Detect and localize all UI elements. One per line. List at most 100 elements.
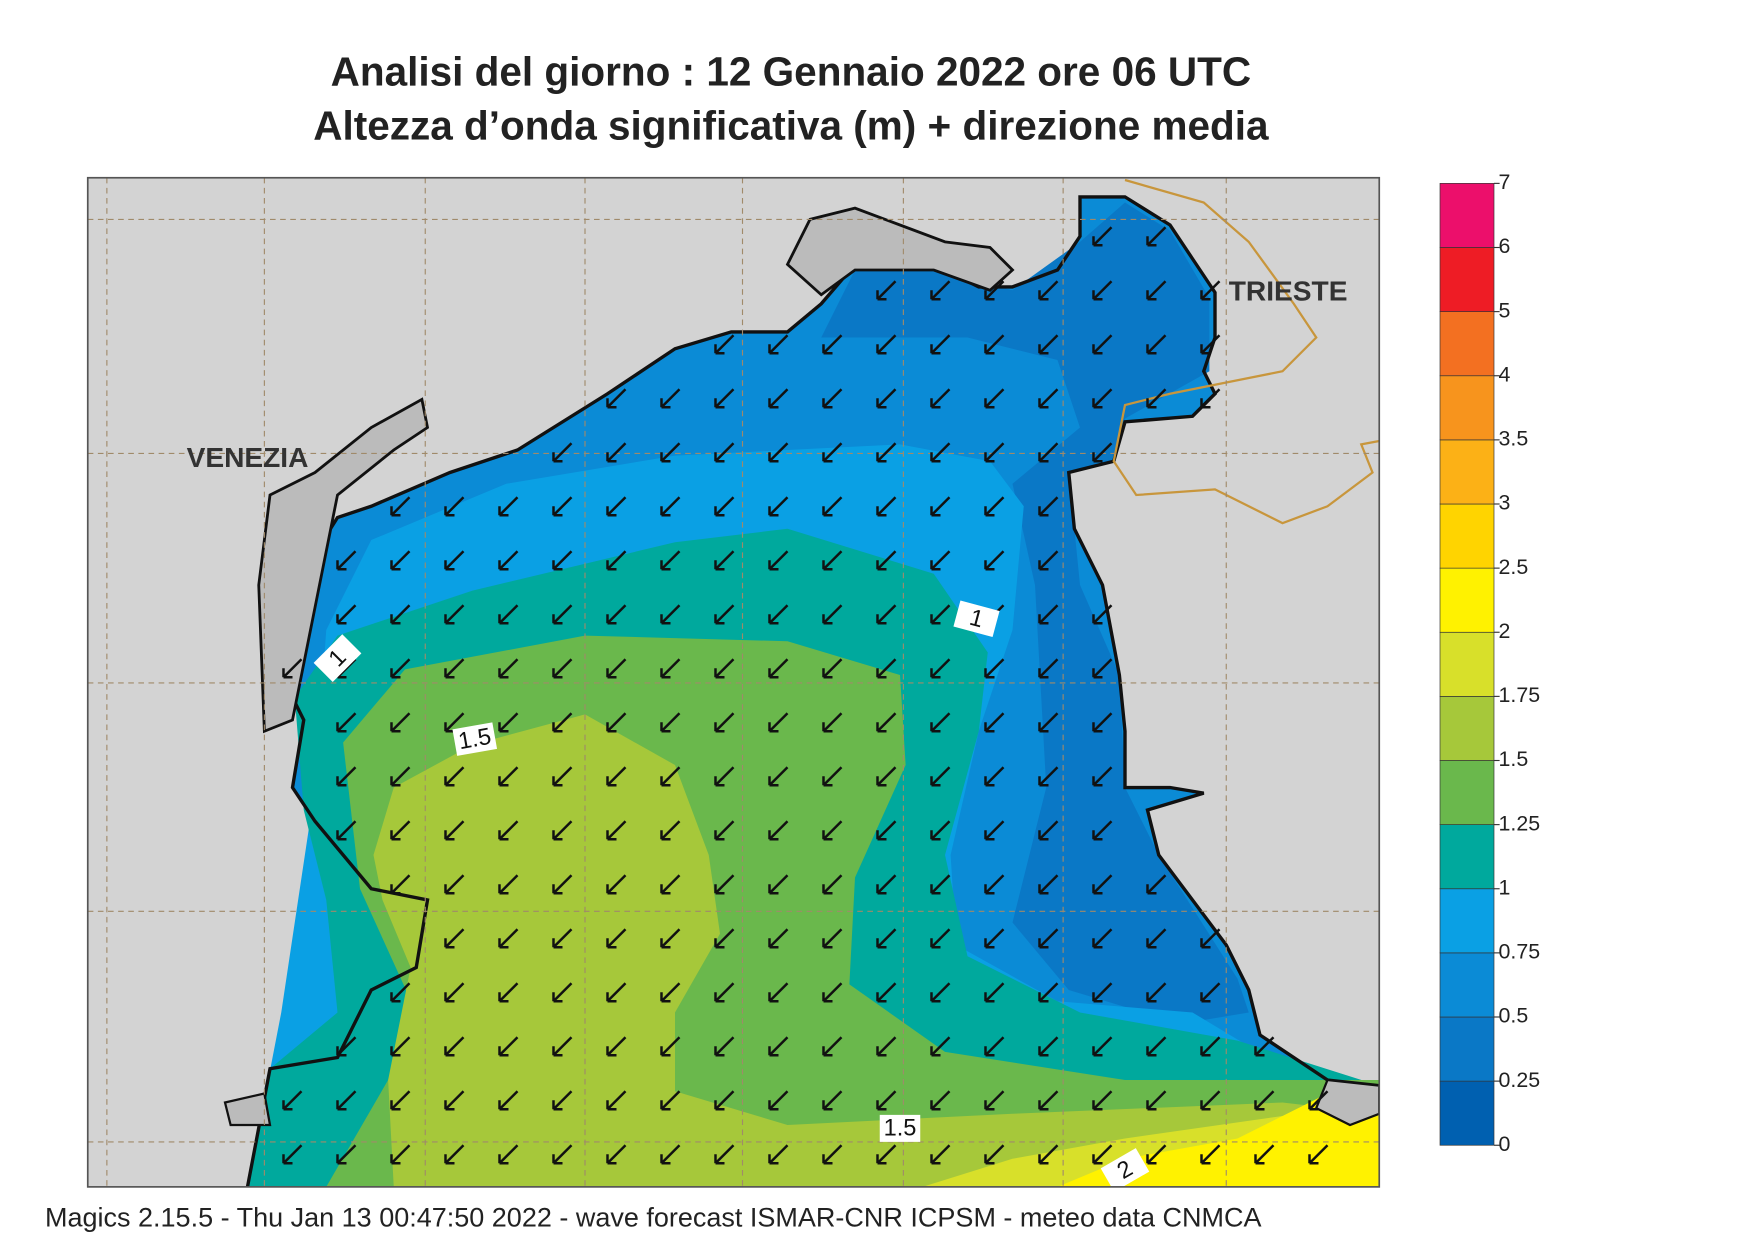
wave-arrow <box>606 388 627 409</box>
colorbar-label: 0.5 <box>1499 1004 1529 1028</box>
wave-arrow <box>1200 928 1221 949</box>
colorbar-swatch <box>1439 503 1495 569</box>
wave-arrow <box>444 1036 465 1057</box>
wave-arrow <box>876 766 897 787</box>
wave-arrow <box>1146 1090 1167 1111</box>
wave-arrow <box>1092 1036 1113 1057</box>
wave-arrow <box>822 982 843 1003</box>
wave-arrow <box>282 658 303 679</box>
wave-arrow <box>606 496 627 517</box>
wave-arrow <box>876 712 897 733</box>
wave-arrow <box>660 1144 681 1165</box>
colorbar-swatch <box>1439 183 1495 248</box>
contour-label: 1.5 <box>879 1114 921 1142</box>
wave-arrow <box>1092 1090 1113 1111</box>
colorbar-label: 1.5 <box>1499 747 1529 771</box>
wave-arrow <box>552 604 573 625</box>
wave-arrow <box>498 496 519 517</box>
wave-zones <box>247 202 1380 1187</box>
wave-arrow <box>984 388 1005 409</box>
wave-arrow <box>1038 334 1059 355</box>
wave-arrow <box>444 1090 465 1111</box>
colorbar-label: 2.5 <box>1499 555 1529 579</box>
wave-arrow <box>660 658 681 679</box>
map-area: 1 1 1.5 1.5 2 <box>87 177 1380 1187</box>
colorbar-swatch <box>1439 1016 1495 1082</box>
wave-arrow <box>498 928 519 949</box>
wave-arrow <box>444 820 465 841</box>
wave-arrow <box>714 496 735 517</box>
wave-arrow <box>930 604 951 625</box>
wave-arrow <box>984 1144 1005 1165</box>
wave-arrow <box>822 874 843 895</box>
lagoon-islands <box>257 206 1015 734</box>
wave-arrow <box>390 604 411 625</box>
wave-arrow <box>606 712 627 733</box>
wave-arrow <box>1038 712 1059 733</box>
wave-arrow <box>660 1036 681 1057</box>
contour-label-text: 1 <box>967 605 986 634</box>
wave-arrow <box>768 442 789 463</box>
wave-arrow <box>714 604 735 625</box>
wave-arrow <box>876 982 897 1003</box>
wave-arrow <box>444 1144 465 1165</box>
wave-arrow <box>498 604 519 625</box>
wave-arrow <box>714 820 735 841</box>
wave-arrow <box>768 1144 789 1165</box>
colorbar-label: 1 <box>1499 875 1511 899</box>
wave-arrow <box>552 1144 573 1165</box>
wave-arrow <box>768 334 789 355</box>
wave-arrow <box>606 928 627 949</box>
colorbar-label: 1.25 <box>1499 811 1541 835</box>
wave-arrow <box>822 928 843 949</box>
colorbar-label: 5 <box>1499 298 1511 322</box>
wave-arrow <box>606 550 627 571</box>
wave-arrow <box>390 712 411 733</box>
colorbar-swatch <box>1439 375 1495 441</box>
wave-arrow <box>444 550 465 571</box>
wave-arrow <box>984 766 1005 787</box>
wave-arrow <box>552 442 573 463</box>
wave-arrow <box>768 388 789 409</box>
wave-arrow <box>1038 550 1059 571</box>
wave-arrow <box>660 928 681 949</box>
wave-arrow <box>1200 280 1221 301</box>
wave-arrow <box>822 766 843 787</box>
wave-arrow <box>876 658 897 679</box>
wave-arrow <box>336 1090 357 1111</box>
wave-arrow <box>660 1090 681 1111</box>
colorbar-label: 3 <box>1499 491 1511 515</box>
contour-label: 1 <box>313 634 362 682</box>
wave-arrow <box>714 1090 735 1111</box>
wave-arrow <box>1092 928 1113 949</box>
wave-arrow <box>930 928 951 949</box>
wave-arrow <box>822 550 843 571</box>
wave-arrow <box>1200 982 1221 1003</box>
wave-arrow <box>390 982 411 1003</box>
wave-arrow <box>660 874 681 895</box>
wave-arrow <box>822 388 843 409</box>
wave-arrow <box>822 1090 843 1111</box>
contour-label: 2 <box>1100 1148 1150 1187</box>
wave-arrow <box>984 928 1005 949</box>
wave-arrow <box>714 334 735 355</box>
wave-arrow <box>876 1090 897 1111</box>
wave-arrow <box>714 442 735 463</box>
wave-arrow <box>930 442 951 463</box>
wave-arrow <box>984 1090 1005 1111</box>
wave-arrow <box>498 1090 519 1111</box>
wave-arrow <box>390 820 411 841</box>
wave-arrow <box>444 658 465 679</box>
wave-arrow <box>1092 388 1113 409</box>
wave-arrow <box>1038 1144 1059 1165</box>
wave-arrow <box>984 280 1005 301</box>
colorbar-swatch <box>1439 888 1495 954</box>
wave-arrow <box>984 1036 1005 1057</box>
wave-arrow <box>930 658 951 679</box>
wave-arrow <box>1092 712 1113 733</box>
wave-arrow <box>930 1036 951 1057</box>
wave-arrow <box>1038 1090 1059 1111</box>
wave-arrow <box>552 550 573 571</box>
wave-arrow <box>552 982 573 1003</box>
wave-arrow <box>390 874 411 895</box>
